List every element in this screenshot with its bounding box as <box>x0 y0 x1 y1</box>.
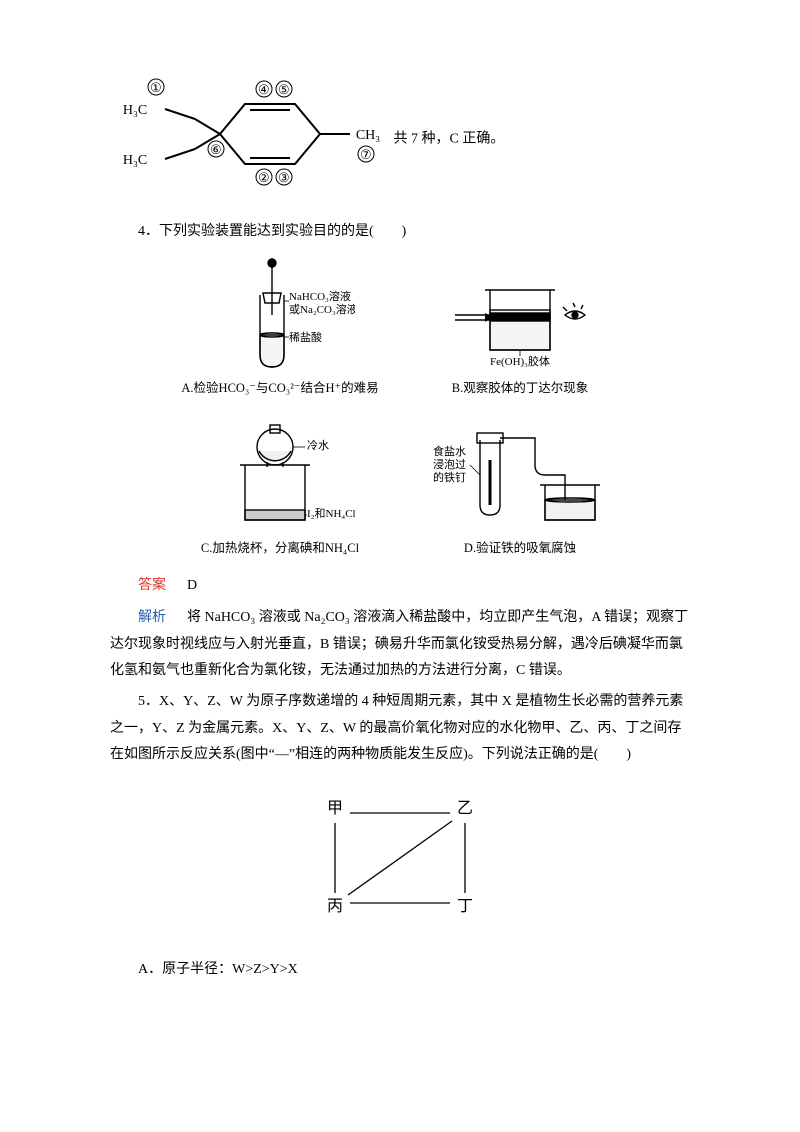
num-label-4: ④ <box>258 82 270 97</box>
num-label-3: ③ <box>278 170 290 185</box>
answer-label: 答案 <box>138 576 166 592</box>
sq-tr: 乙 <box>457 800 473 817</box>
num-label-5: ⑤ <box>278 82 290 97</box>
num-label-2: ② <box>258 170 270 185</box>
num-label-7: ⑦ <box>360 147 372 162</box>
q4-caption-d: D.验证铁的吸氧腐蚀 <box>425 537 615 561</box>
sq-tl: 甲 <box>327 800 343 817</box>
q4-diagram-grid: NaHCO₃溶液 或Na₂CO₃溶液 稀盐酸 A.检验HCO₃⁻与CO₃²⁻结合… <box>180 255 620 561</box>
svg-text:浸泡过: 浸泡过 <box>433 457 466 471</box>
molecule-conclusion: 共 7 种，C 正确。 <box>394 132 505 147</box>
svg-text:冷水: 冷水 <box>307 439 329 452</box>
svg-text:稀盐酸: 稀盐酸 <box>289 330 322 344</box>
q4-diagram-d: 食盐水 浸泡过 的铁钉 D.验证铁的吸氧腐蚀 <box>425 405 615 561</box>
svg-text:Fe(OH)₃胶体: Fe(OH)₃胶体 <box>490 354 550 368</box>
molecule-figure-row: H₃C H₃C CH₃ ① ④ ⑤ ⑥ ② ③ ⑦ <box>110 64 690 215</box>
explain-label: 解析 <box>138 608 166 624</box>
q5-square-diagram: 甲 乙 丙 丁 <box>300 783 500 944</box>
svg-text:食盐水: 食盐水 <box>433 444 466 458</box>
svg-text:的铁钉: 的铁钉 <box>433 470 466 484</box>
q5-option-a: A．原子半径：W>Z>Y>X <box>110 957 690 984</box>
svg-text:或Na₂CO₃溶液: 或Na₂CO₃溶液 <box>289 302 355 316</box>
molecule-svg: H₃C H₃C CH₃ ① ④ ⑤ ⑥ ② ③ ⑦ <box>110 64 390 215</box>
q4-explain-row: 解析 将 NaHCO₃ 溶液或 Na₂CO₃ 溶液滴入稀盐酸中，均立即产生气泡，… <box>110 603 690 685</box>
q4-stem: 4．下列实验装置能达到实验目的的是( ) <box>110 219 690 246</box>
q5-stem: 5．X、Y、Z、W 为原子序数递增的 4 种短周期元素，其中 X 是植物生长必需… <box>110 689 690 769</box>
q4-caption-b: B.观察胶体的丁达尔现象 <box>435 377 605 401</box>
group-h3c-bottom: H₃C <box>123 153 147 168</box>
sq-bl: 丙 <box>327 898 343 915</box>
q4-caption-a: A.检验HCO₃⁻与CO₃²⁻结合H⁺的难易 <box>181 377 378 401</box>
group-h3c-top: H₃C <box>123 103 147 118</box>
num-label-6: ⑥ <box>210 142 222 157</box>
q4-diagram-a: NaHCO₃溶液 或Na₂CO₃溶液 稀盐酸 A.检验HCO₃⁻与CO₃²⁻结合… <box>181 255 378 401</box>
q4-diagram-c: 冷水 I₂和NH₄Cl C.加热烧杯，分离碘和NH₄Cl <box>201 405 359 561</box>
q4-explain-text: 将 NaHCO₃ 溶液或 Na₂CO₃ 溶液滴入稀盐酸中，均立即产生气泡，A 错… <box>110 610 688 678</box>
q4-diagram-b: Fe(OH)₃胶体 B.观察胶体的丁达尔现象 <box>435 255 605 401</box>
sq-br: 丁 <box>457 898 473 915</box>
group-ch3: CH₃ <box>356 128 380 143</box>
svg-text:I₂和NH₄Cl: I₂和NH₄Cl <box>307 507 355 520</box>
q4-answer-row: 答案 D <box>110 571 690 600</box>
q4-caption-c: C.加热烧杯，分离碘和NH₄Cl <box>201 537 359 561</box>
num-label-1: ① <box>150 80 162 95</box>
q4-answer: D <box>187 578 197 593</box>
svg-text:NaHCO₃溶液: NaHCO₃溶液 <box>289 289 351 303</box>
